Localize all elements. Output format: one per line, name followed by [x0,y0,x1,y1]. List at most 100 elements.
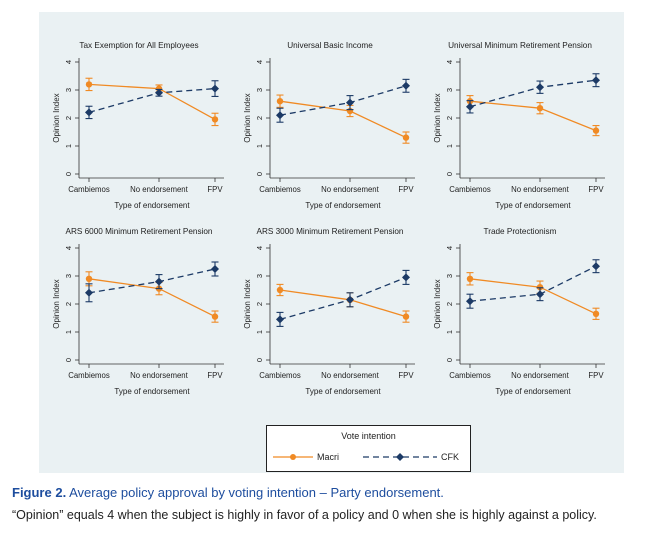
chart-3: Universal Minimum Retirement Pension 0 1 2 3… [433,41,605,210]
chart-6: Trade Protectionism 0 1 2 3 4 Opinion Index Cam… [433,227,605,396]
y-tick-label: 2 [64,116,73,120]
legend-cfk-label: CFK [441,452,459,462]
x-tick-label: No endorsement [321,185,379,194]
y-tick-label: 1 [445,330,454,334]
y-axis-label: Opinion Index [52,279,61,328]
y-axis-label: Opinion Index [243,93,252,142]
point-macri [592,310,600,317]
y-tick-label: 3 [255,274,264,278]
legend-title: Vote intention [341,431,396,441]
x-axis-label: Type of endorsement [114,201,190,210]
x-tick-label: No endorsement [130,371,188,380]
x-axis-label: Type of endorsement [305,201,381,210]
series-line-cfk [469,265,597,302]
point-cfk [466,297,474,306]
legend-cfk-symbol [363,453,437,461]
chart-4: ARS 6000 Minimum Retirement Pension 0 1 2 3 4… [52,227,224,396]
y-tick-label: 0 [445,172,454,176]
y-tick-label: 0 [255,358,264,362]
chart-title: ARS 6000 Minimum Retirement Pension [66,227,213,236]
y-tick-label: 3 [64,274,73,278]
point-macri [85,81,93,88]
legend-macri-symbol [273,454,313,460]
series-line-macri [469,100,597,132]
series-line-macri [88,278,216,318]
legend: Vote intention Macri CFK [266,425,471,472]
y-tick-label: 1 [255,144,264,148]
chart-title: Universal Minimum Retirement Pension [448,41,592,50]
point-cfk [592,262,600,271]
y-tick-label: 1 [255,330,264,334]
y-tick-label: 2 [445,116,454,120]
caption-title: Average policy approval by voting intent… [69,485,444,500]
x-axis-label: Type of endorsement [305,387,381,396]
point-macri [211,116,219,123]
x-tick-label: FPV [588,185,604,194]
y-tick-label: 4 [64,60,73,64]
y-tick-label: 4 [445,60,454,64]
y-tick-label: 1 [445,144,454,148]
y-tick-label: 4 [255,60,264,64]
chart-title: Universal Basic Income [287,41,373,50]
y-axis-label: Opinion Index [243,279,252,328]
y-tick-label: 1 [64,330,73,334]
y-tick-label: 3 [445,88,454,92]
point-macri [276,98,284,105]
y-tick-label: 0 [255,172,264,176]
x-axis-label: Type of endorsement [495,387,571,396]
point-cfk [85,108,93,117]
point-macri [276,286,284,294]
caption-note: “Opinion” equals 4 when the subject is h… [12,508,597,522]
charts-canvas: Tax Exemption for All Employees 0 1 2 3 4 Opin… [52,41,605,396]
series-line-macri [88,83,216,120]
point-cfk [346,98,354,107]
x-tick-label: Cambiemos [259,371,301,380]
chart-5: ARS 3000 Minimum Retirement Pension 0 1 2 3 4… [243,227,415,396]
chart-2: Universal Basic Income 0 1 2 3 4 Opinion Index… [243,41,415,210]
legend-entry-cfk: CFK [363,450,459,464]
y-tick-label: 2 [255,116,264,120]
point-macri [536,105,544,112]
y-tick-label: 2 [445,302,454,306]
point-cfk [346,295,354,304]
x-axis-label: Type of endorsement [495,201,571,210]
y-tick-label: 0 [64,172,73,176]
y-tick-label: 3 [64,88,73,92]
series-line-macri [469,278,597,315]
x-tick-label: Cambiemos [449,371,491,380]
y-axis-label: Opinion Index [433,279,442,328]
point-macri [466,275,474,282]
x-axis-label: Type of endorsement [114,387,190,396]
x-tick-label: No endorsement [511,371,569,380]
point-cfk [536,290,544,299]
x-tick-label: No endorsement [511,185,569,194]
x-tick-label: FPV [398,185,414,194]
y-tick-label: 2 [64,302,73,306]
x-tick-label: Cambiemos [68,185,110,194]
x-tick-label: FPV [398,371,414,380]
chart-title: Trade Protectionism [484,227,557,236]
point-cfk [466,102,474,111]
point-cfk [592,76,600,85]
point-cfk [155,88,163,97]
x-tick-label: Cambiemos [449,185,491,194]
y-tick-label: 4 [445,246,454,250]
point-cfk [402,273,410,282]
point-cfk [276,315,284,324]
y-tick-label: 1 [64,144,73,148]
point-cfk [211,84,219,93]
series-line-macri [279,289,407,318]
figure-caption: Figure 2. Average policy approval by vot… [12,484,642,524]
point-cfk [85,288,93,297]
point-cfk [536,83,544,92]
figure-panel: Tax Exemption for All Employees 0 1 2 3 4 Opin… [39,12,624,473]
caption-label: Figure 2. [12,485,67,500]
point-macri [402,134,410,141]
x-tick-label: No endorsement [130,185,188,194]
point-macri [402,313,410,320]
caption-heading: Figure 2. Average policy approval by vot… [12,484,642,502]
y-tick-label: 0 [445,358,454,362]
legend-entry-macri: Macri [273,450,339,464]
x-tick-label: FPV [207,185,223,194]
point-macri [155,85,163,92]
